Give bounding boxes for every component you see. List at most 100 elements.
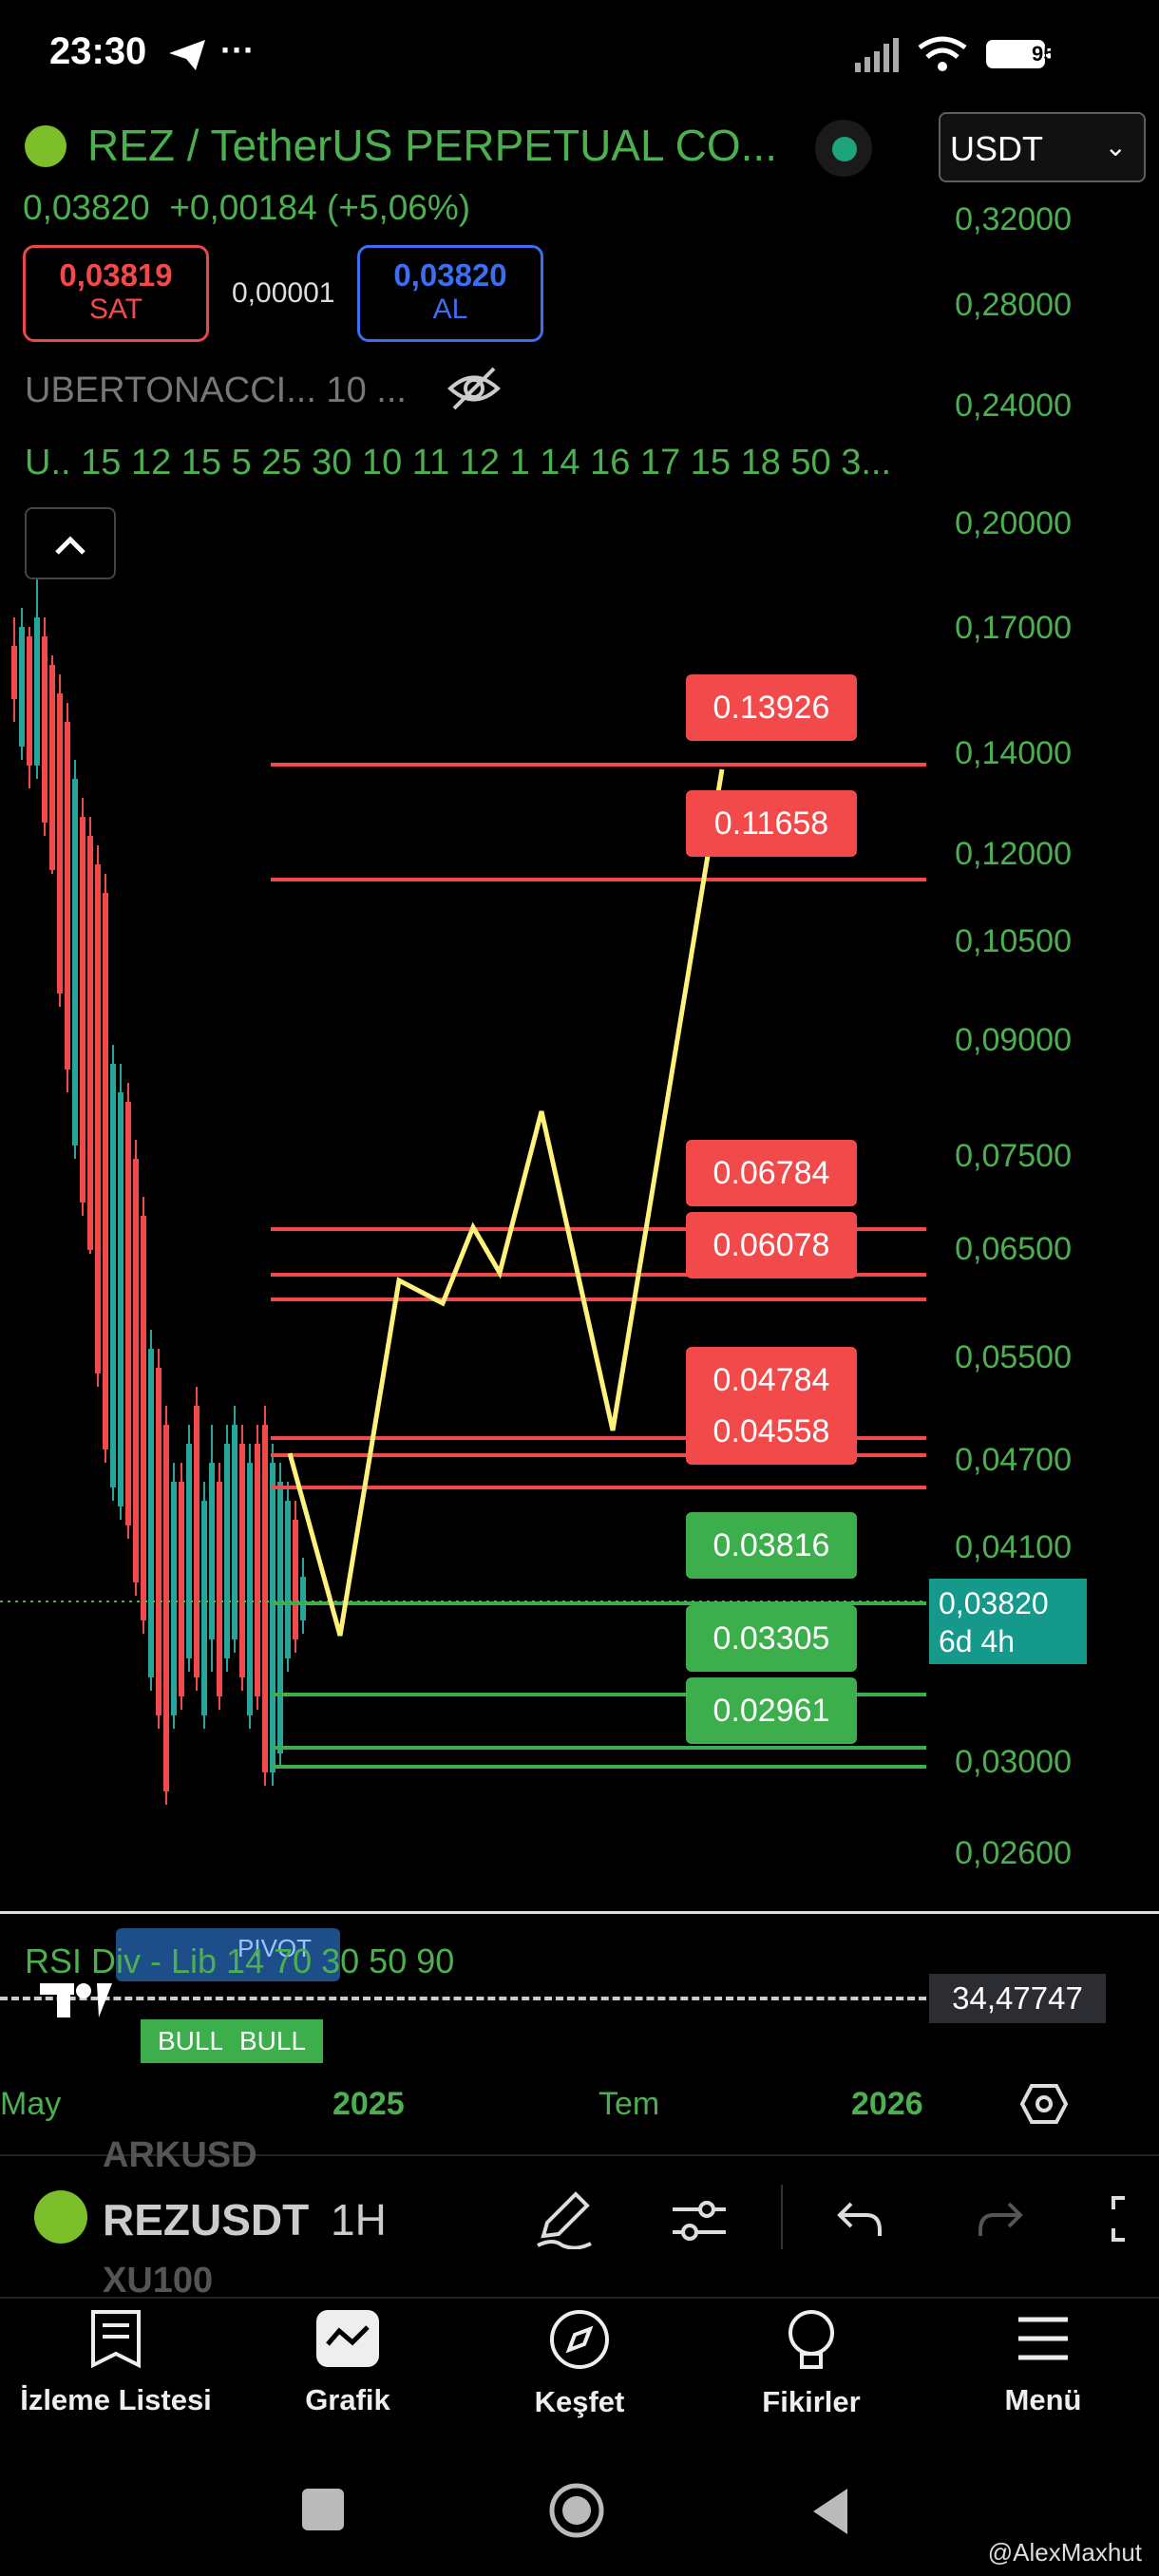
chart-settings-icon[interactable] [1020,2082,1068,2126]
chart-toolbar [0,2154,1159,2299]
candle-body [27,636,32,766]
pane-divider[interactable] [0,1911,1159,1914]
eye-off-icon[interactable] [446,365,502,412]
undo-icon[interactable] [834,2198,885,2240]
fullscreen-icon[interactable] [1110,2194,1159,2244]
candlesticks [11,579,306,1805]
recent-apps-icon[interactable] [302,2489,344,2530]
price-axis-label: 0,06500 [955,1231,1072,1267]
sell-button[interactable]: 0,03819 SAT [23,245,209,342]
price-change: +0,00184 (+5,06%) [169,188,471,227]
candle-body [262,1425,268,1772]
level-tag: 0.03816 [686,1512,857,1579]
price-axis-label: 0,03000 [955,1744,1072,1780]
price-axis-label: 0,09000 [955,1022,1072,1058]
candle-body [163,1425,169,1791]
pencil-icon[interactable] [534,2188,595,2249]
symbol-logo-icon [34,2190,87,2244]
nav-watchlist[interactable]: İzleme Listesi [2,2308,230,2417]
watermark: @AlexMaxhut [987,2538,1142,2567]
candle-body [103,893,108,1449]
home-icon[interactable] [547,2481,606,2540]
level-tag: 0.11658 [686,790,857,857]
market-open-indicator [832,137,857,161]
indicator-name[interactable]: UBERTONACCI... 10 ... [25,370,407,410]
bull-divergence-tag: BULL [222,2019,323,2063]
price-axis-label: 0,10500 [955,923,1072,959]
nav-label: Menü [1004,2383,1082,2416]
rsi-indicator-label[interactable]: RSI Div - Lib 14 70 30 50 90 [25,1941,455,1980]
price-chart[interactable] [0,475,950,1900]
price-axis-label: 0,05500 [955,1339,1072,1375]
status-time: 23:30 [49,30,147,72]
level-tag: 0.06784 [686,1140,857,1206]
price-axis-label: 0,20000 [955,505,1072,541]
price-axis-label: 0,12000 [955,836,1072,872]
price-axis-label: 0,17000 [955,610,1072,646]
nav-ideas[interactable]: Fikirler [697,2308,925,2419]
candle-countdown: 6d 4h [939,1624,1016,1658]
redo-icon[interactable] [975,2198,1026,2240]
current-price-tag: 0,03820 6d 4h [929,1579,1087,1664]
nav-chart[interactable]: Grafik [234,2308,462,2417]
price-axis-label: 0,04700 [955,1442,1072,1478]
time-label: May [0,2086,62,2122]
rsi-midline [0,1997,926,2000]
candle-body [293,1520,298,1639]
toolbar-divider [781,2185,783,2249]
candle-body [209,1463,215,1639]
buy-button[interactable]: 0,03820 AL [357,245,543,342]
candle-body [42,636,48,823]
nav-label: İzleme Listesi [20,2383,212,2416]
price-axis-label: 0,07500 [955,1138,1072,1174]
candle-body [110,1064,116,1487]
chevron-up-icon [55,536,86,555]
buy-price: 0,03820 [393,257,507,293]
level-tag: 0.06078 [686,1212,857,1279]
level-tag: 0.04558 [686,1398,857,1465]
candle-body [49,665,55,870]
ghost-symbol: XU100 [103,2261,214,2301]
rsi-value-tag: 34,47747 [929,1974,1106,2023]
candle-body [270,1463,276,1772]
symbol-title[interactable]: REZ / TetherUS PERPETUAL CO... [87,121,777,170]
candle-body [133,1159,139,1582]
watchlist-icon [91,2310,141,2369]
nav-explore[interactable]: Keşfet [466,2308,694,2419]
toolbar-symbol[interactable]: REZUSDT [103,2195,310,2245]
price-axis-label: 0,28000 [955,287,1072,323]
pivot-label-box [116,1928,340,1981]
wifi-icon [918,36,967,71]
candle-body [300,1577,306,1620]
candle-body [217,1482,222,1696]
sell-price: 0,03819 [59,257,173,293]
candle-body [72,779,78,1146]
candle-body [19,627,25,747]
back-icon[interactable] [809,2487,851,2536]
projection-path [287,768,725,1637]
currency-select[interactable]: USDT ⌄ [939,112,1146,182]
nav-label: Fikirler [762,2385,861,2418]
ghost-symbol: ARKUSD [103,2135,257,2175]
currency-value: USDT [950,129,1043,168]
indicators-icon[interactable] [669,2194,730,2247]
timeframe-button[interactable]: 1H [331,2195,387,2245]
candle-body [201,1501,207,1715]
candle-body [34,617,40,766]
candle-body [277,1482,283,1753]
nav-menu[interactable]: Menü [929,2308,1157,2417]
candle-body [148,1349,154,1677]
collapse-legend-button[interactable] [25,507,116,579]
candle-body [285,1501,291,1658]
last-price: 0,03820 [23,188,150,227]
candle-body [118,1092,124,1506]
candle-body [156,1368,162,1715]
chevron-down-icon: ⌄ [1104,132,1127,161]
candle-body [224,1444,230,1658]
compass-icon [550,2310,609,2369]
current-price-value: 0,03820 [939,1586,1049,1620]
nav-label: Keşfet [534,2385,625,2418]
symbol-price-line: 0,03820 +0,00184 (+5,06%) [23,188,470,228]
candle-body [11,646,17,699]
candle-body [65,722,70,1070]
